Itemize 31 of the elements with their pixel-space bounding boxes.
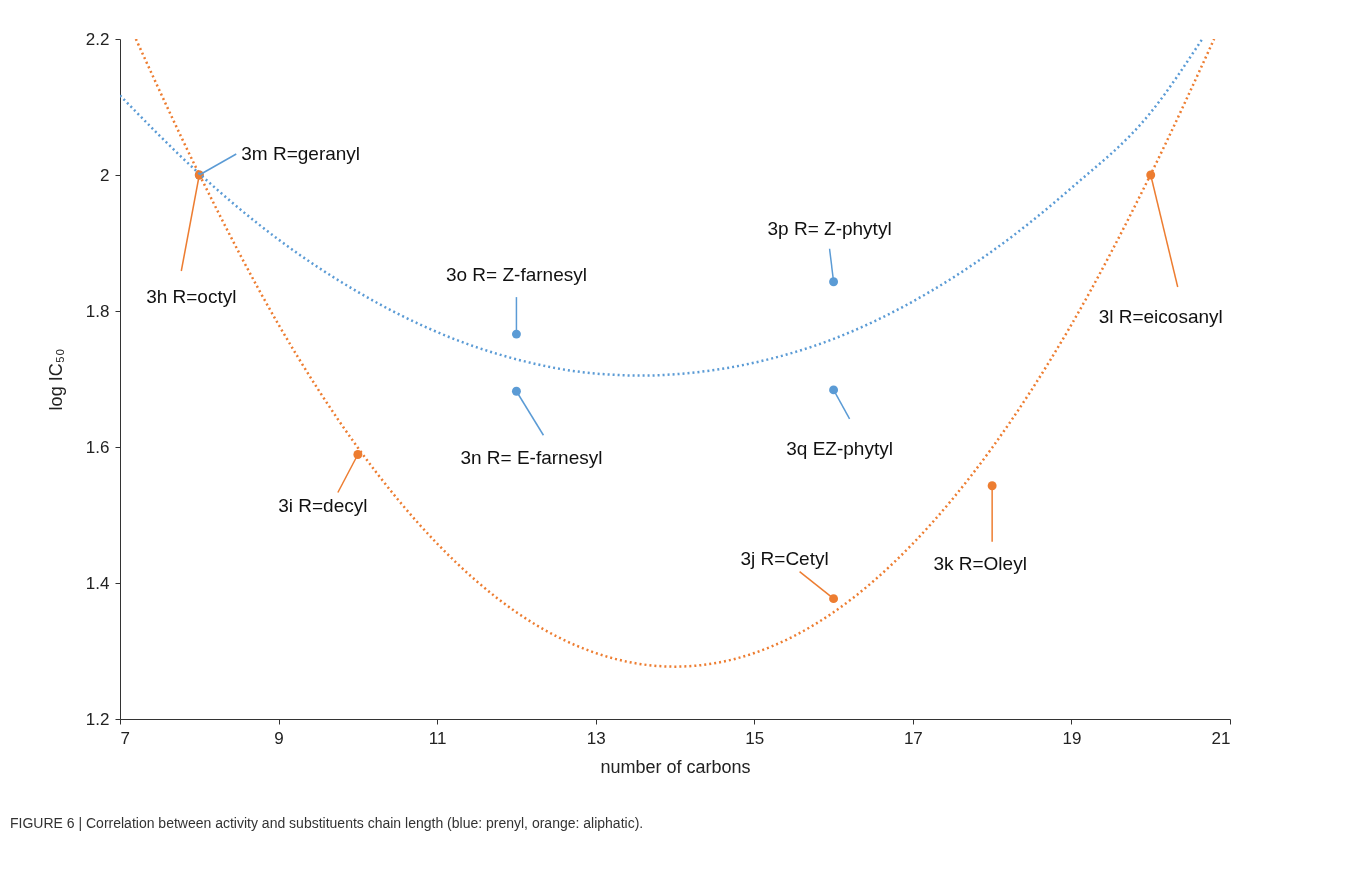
- x-axis-title: number of carbons: [600, 756, 751, 777]
- annotation: 3q EZ-phytyl: [786, 437, 893, 459]
- y-tick-label: 1.6: [85, 437, 110, 457]
- x-tick-label: 21: [1211, 728, 1231, 748]
- x-tick-label: 15: [745, 728, 765, 748]
- annotation: 3p R= Z-phytyl: [767, 217, 892, 239]
- point: [511, 386, 521, 396]
- y-tick-label: 2.2: [85, 29, 110, 49]
- y-tick-label: 1.2: [85, 709, 110, 729]
- point: [829, 277, 839, 287]
- x-tick-label: 13: [586, 728, 606, 748]
- annotation: 3o R= Z-farnesyl: [445, 264, 587, 286]
- x-tick-label: 11: [428, 728, 447, 748]
- caption: FIGURE 6 | Correlation between activity and substituents chain length (blue: prenyl, orange: aliphatic).: [10, 815, 644, 831]
- y-tick-label: 1.8: [85, 301, 110, 321]
- annotation: 3h R=octyl: [146, 286, 237, 307]
- annotation: 3l R=eicosanyl: [1098, 306, 1223, 327]
- annotation: 3j R=Cetyl: [740, 547, 829, 569]
- x-tick-label: 9: [274, 728, 284, 748]
- point: [511, 329, 521, 339]
- annotation: 3m R=geranyl: [241, 143, 361, 164]
- annotation: 3k R=Oleyl: [933, 552, 1027, 574]
- y-tick-label: 2: [100, 165, 110, 185]
- y-axis-title: log IC₅₀: [45, 348, 66, 411]
- annotation: 3n R= E-farnesyl: [460, 447, 603, 469]
- y-tick-label: 1.4: [85, 573, 110, 593]
- x-tick-label: 17: [903, 728, 923, 748]
- point: [829, 594, 839, 604]
- x-tick-label: 19: [1062, 728, 1082, 748]
- x-tick-label: 7: [120, 728, 130, 748]
- annotation: 3i R=decyl: [278, 495, 368, 517]
